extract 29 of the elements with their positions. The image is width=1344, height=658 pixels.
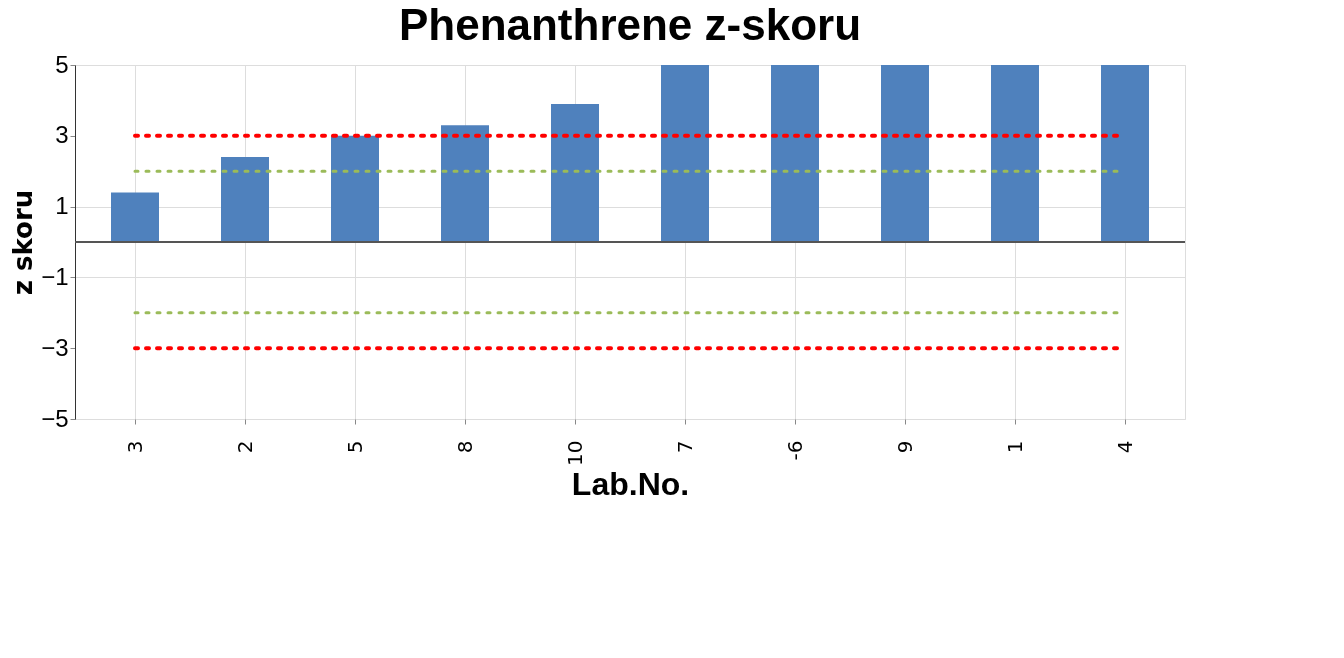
- x-tick-label: 3: [122, 440, 147, 454]
- bar: [991, 65, 1039, 242]
- bar: [331, 135, 379, 242]
- bar: [1101, 65, 1149, 242]
- x-tick-label: 8: [452, 440, 477, 454]
- bar: [771, 65, 819, 242]
- y-tick-label: −3: [41, 333, 69, 361]
- x-tick-label: 9: [892, 440, 917, 454]
- bar: [111, 192, 159, 242]
- bar: [661, 65, 709, 242]
- x-tick-label: 5: [342, 440, 367, 454]
- bar: [221, 157, 269, 242]
- chart-title: Phenanthrene z-skoru: [398, 0, 862, 49]
- x-tick-label: 7: [672, 440, 697, 454]
- y-axis-title: z skoru: [8, 189, 39, 296]
- x-tick-label: -6: [782, 440, 807, 461]
- x-tick-label: 10: [562, 440, 587, 466]
- x-tick-label: 1: [1002, 440, 1027, 454]
- y-tick-label: −1: [41, 262, 69, 290]
- y-tick-label: 3: [55, 121, 69, 149]
- x-axis-title: Lab.No.: [571, 465, 690, 502]
- y-tick-label: 1: [55, 192, 69, 220]
- bar: [441, 125, 489, 242]
- y-tick-label: −5: [41, 404, 69, 432]
- bar: [881, 65, 929, 242]
- x-tick-label: 2: [232, 440, 257, 454]
- bar: [551, 103, 599, 242]
- y-tick-label: 5: [55, 50, 69, 78]
- x-tick-label: 4: [1112, 440, 1137, 454]
